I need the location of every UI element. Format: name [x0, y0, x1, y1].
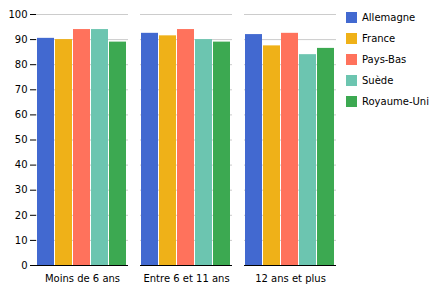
svg-text:40: 40 — [15, 159, 28, 170]
svg-text:80: 80 — [15, 59, 28, 70]
svg-text:100: 100 — [8, 9, 27, 20]
svg-text:20: 20 — [15, 210, 28, 221]
html-text:France: France — [362, 33, 396, 44]
svg-text:Entre 6 et 11 ans: Entre 6 et 11 ans — [143, 273, 229, 284]
svg-text:70: 70 — [15, 84, 28, 95]
svg-text:12 ans et plus: 12 ans et plus — [255, 273, 326, 284]
html-text:Suède: Suède — [362, 75, 394, 86]
svg-text:90: 90 — [15, 34, 28, 45]
svg-text:30: 30 — [15, 184, 28, 195]
svg-text:60: 60 — [15, 109, 28, 120]
html-text:Royaume-Uni: Royaume-Uni — [362, 96, 429, 107]
svg-text:Moins de 6 ans: Moins de 6 ans — [45, 273, 120, 284]
svg-text:50: 50 — [15, 134, 28, 145]
html-text:Allemagne: Allemagne — [362, 12, 416, 23]
html-text:Pays-Bas: Pays-Bas — [362, 54, 407, 65]
svg-text:10: 10 — [15, 235, 28, 246]
svg-text:0: 0 — [21, 260, 27, 271]
